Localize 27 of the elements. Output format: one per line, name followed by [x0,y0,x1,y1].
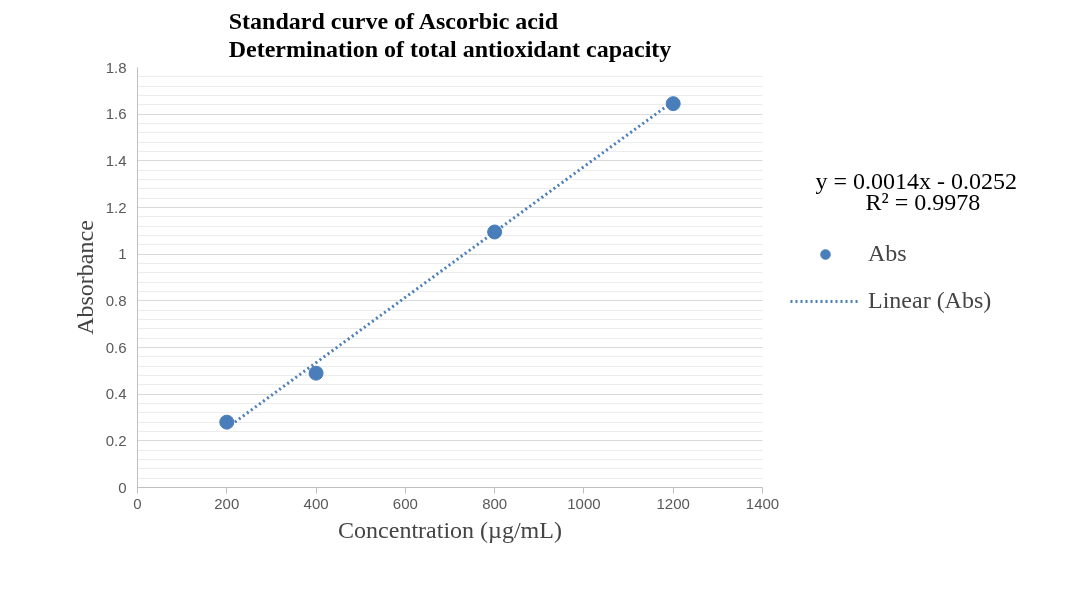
y-tick-label: 1.4 [105,151,127,169]
y-tick-label: 0.8 [105,291,127,309]
y-tick-label: 1.8 [105,58,127,76]
y-tick-label: 1.2 [105,198,127,216]
x-tick-label: 1000 [567,494,601,512]
legend-label: Abs [868,240,907,267]
x-tick-label: 200 [214,494,240,512]
point [308,365,324,381]
y-tick-label: 0.6 [105,338,127,356]
x-tick-label: 600 [392,494,418,512]
point [665,96,681,112]
x-tick-label: 1400 [745,494,780,512]
x-tick-label: 800 [482,494,508,512]
y-axis-title: Absorbance [71,220,98,335]
x-axis-title: Concentration (µg/mL) [338,516,562,543]
y-tick-label: 0.4 [105,385,127,403]
chart-title: Standard curve of Ascorbic acid Determination of total antioxidant capacity [228,7,672,63]
y-tick-label: 0 [118,478,127,496]
x-tick-label: 1200 [656,494,690,512]
y-tick-label: 1.6 [105,105,127,123]
x-tick-label: 400 [303,494,329,512]
point [487,224,503,240]
y-tick-label: 0.2 [105,431,127,449]
x-tick-label: 0 [133,494,142,512]
y-tick-label: 1 [118,245,127,263]
legend-label: Linear (Abs) [868,287,992,314]
point [219,414,235,430]
